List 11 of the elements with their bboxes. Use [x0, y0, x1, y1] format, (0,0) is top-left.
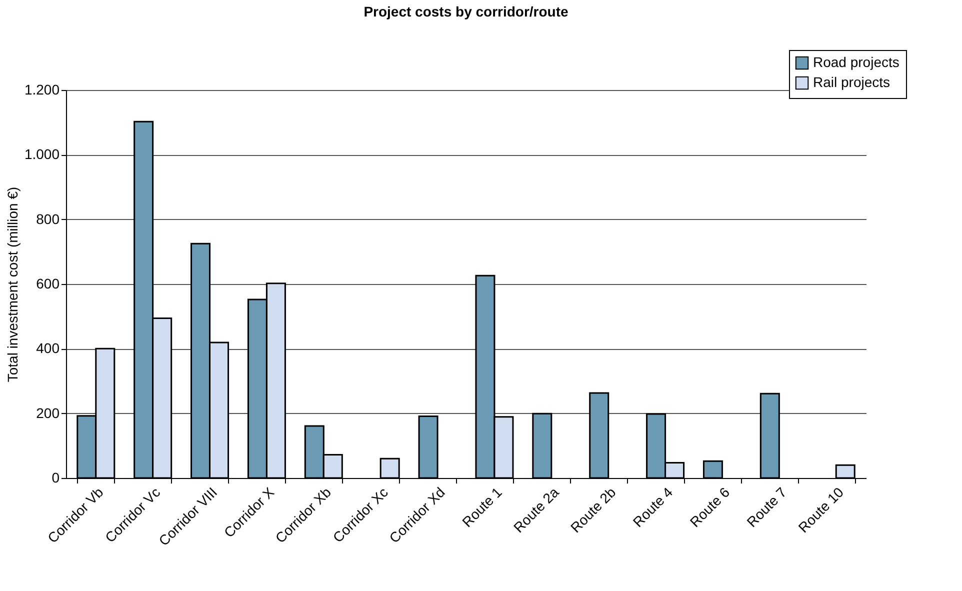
y-tick-label: 200 — [36, 404, 60, 421]
y-tick-label: 1.200 — [24, 82, 60, 98]
legend-label: Road projects — [813, 54, 900, 70]
y-tick-label: 0 — [52, 470, 60, 486]
legend-label: Rail projects — [813, 74, 890, 90]
chart-title: Project costs by corridor/route — [364, 4, 569, 20]
y-tick-label: 800 — [36, 210, 60, 227]
y-axis-title: Total investment cost (million €) — [4, 186, 20, 382]
y-tick-label: 600 — [36, 276, 60, 292]
y-tick-label: 1.000 — [24, 146, 60, 162]
y-tick-label: 400 — [36, 340, 60, 356]
